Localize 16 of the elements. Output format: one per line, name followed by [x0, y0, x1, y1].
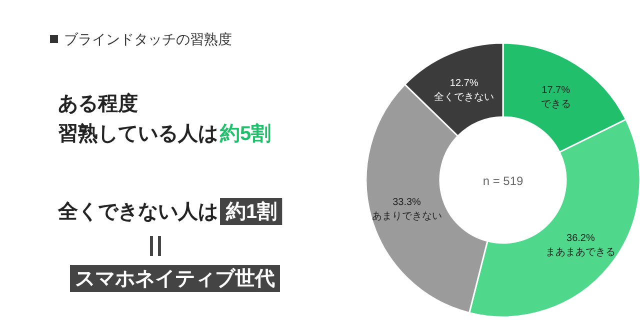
data-label: 12.7% [450, 78, 478, 89]
text: 約1割 [225, 200, 278, 223]
text: スマホネイティブ世代 [75, 267, 275, 290]
data-label: 36.2% [566, 232, 595, 244]
text: ブラインドタッチの習熟度 [64, 31, 232, 47]
data-label: 17.7% [542, 85, 570, 96]
slice-label: できる [540, 99, 571, 110]
text: n = 519 [482, 174, 524, 188]
text: 全くできない人は [57, 201, 218, 223]
slice-label: あまりできない [372, 211, 442, 222]
text: 約5割 [219, 122, 272, 145]
text: 習熟している人は [58, 122, 218, 145]
slice-label: まあまあできる [546, 246, 616, 258]
data-label: 33.3% [392, 197, 422, 208]
slice-label: 全くできない [434, 90, 494, 103]
text: ある程度 [58, 92, 138, 115]
